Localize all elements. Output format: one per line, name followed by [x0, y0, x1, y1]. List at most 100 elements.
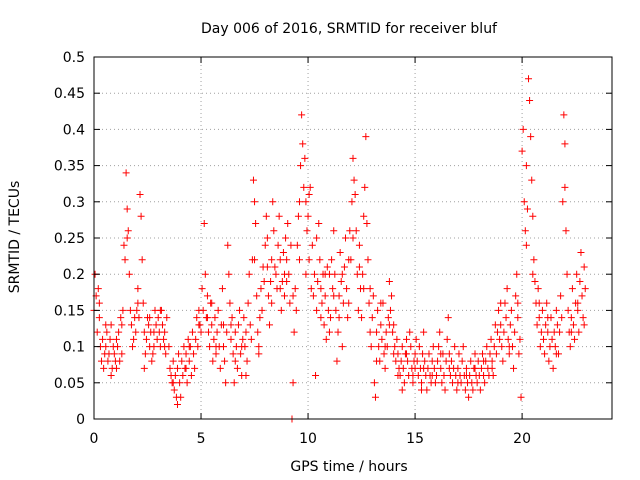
data-point [568, 285, 576, 293]
grid-layer [94, 57, 612, 419]
data-point [526, 96, 534, 104]
data-point [409, 379, 417, 387]
data-point [334, 328, 342, 336]
data-point [576, 277, 584, 285]
data-point [522, 241, 530, 249]
data-point [498, 343, 506, 351]
data-point [295, 256, 303, 264]
data-point [303, 227, 311, 235]
data-point [454, 379, 462, 387]
data-point [150, 343, 158, 351]
data-point [178, 357, 186, 365]
data-point [230, 379, 238, 387]
data-point [441, 386, 449, 394]
data-point [552, 306, 560, 314]
y-tick-label: 0.3 [63, 195, 85, 211]
data-point [385, 321, 393, 329]
data-point [451, 343, 459, 351]
data-point [483, 343, 491, 351]
data-point [275, 212, 283, 220]
data-point [249, 176, 257, 184]
data-point [378, 335, 386, 343]
data-point [267, 277, 275, 285]
data-point [545, 357, 553, 365]
data-point [373, 328, 381, 336]
data-point [103, 328, 111, 336]
data-point [197, 328, 205, 336]
data-point [521, 227, 529, 235]
data-point [283, 256, 291, 264]
data-point [419, 350, 427, 358]
data-point [434, 357, 442, 365]
data-point [505, 350, 513, 358]
data-point [302, 270, 310, 278]
data-point [523, 205, 531, 213]
data-point [114, 343, 122, 351]
data-point [192, 335, 200, 343]
data-point [349, 234, 357, 242]
data-point [365, 299, 373, 307]
data-point [298, 111, 306, 119]
data-point [490, 343, 498, 351]
data-point [398, 343, 406, 351]
data-point [360, 212, 368, 220]
data-point [188, 328, 196, 336]
data-point [133, 306, 141, 314]
data-point [407, 343, 415, 351]
data-point [305, 191, 313, 199]
data-point [99, 335, 107, 343]
data-point [385, 277, 393, 285]
data-point [406, 328, 414, 336]
data-point [544, 314, 552, 322]
data-point [443, 335, 451, 343]
x-tick-label: 5 [197, 431, 206, 447]
data-point [129, 343, 137, 351]
data-point [193, 314, 201, 322]
data-point [312, 372, 320, 380]
data-point [354, 306, 362, 314]
data-point [332, 306, 340, 314]
data-point [335, 314, 343, 322]
data-point [403, 335, 411, 343]
y-tick-label: 0.4 [63, 122, 85, 138]
data-point [499, 357, 507, 365]
data-point [263, 263, 271, 271]
data-point [166, 364, 174, 372]
data-point [458, 357, 466, 365]
data-point [574, 299, 582, 307]
data-point [297, 162, 305, 170]
x-tick-label: 20 [513, 431, 531, 447]
data-point [268, 256, 276, 264]
data-point [261, 241, 269, 249]
data-point [291, 285, 299, 293]
data-point [216, 364, 224, 372]
data-point [347, 256, 355, 264]
data-point [340, 263, 348, 271]
data-point [262, 212, 270, 220]
data-point [125, 270, 133, 278]
data-point [348, 198, 356, 206]
data-point [281, 270, 289, 278]
data-point [566, 343, 574, 351]
data-point [272, 270, 280, 278]
data-point [127, 321, 135, 329]
data-point [271, 263, 279, 271]
data-point [201, 270, 209, 278]
data-point [182, 364, 190, 372]
data-point [123, 205, 131, 213]
data-point [471, 364, 479, 372]
data-point [306, 183, 314, 191]
data-point [411, 364, 419, 372]
data-point [255, 343, 263, 351]
data-point [173, 364, 181, 372]
data-point [377, 299, 385, 307]
data-point [487, 335, 495, 343]
y-tick-label: 0.15 [54, 303, 85, 319]
data-point [100, 364, 108, 372]
data-point [444, 314, 452, 322]
data-point [107, 372, 115, 380]
data-point [205, 328, 213, 336]
y-tick-label: 0.45 [54, 86, 85, 102]
data-point [575, 328, 583, 336]
data-point [541, 350, 549, 358]
